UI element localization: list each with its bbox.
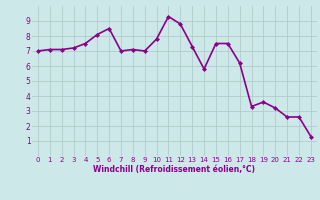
X-axis label: Windchill (Refroidissement éolien,°C): Windchill (Refroidissement éolien,°C): [93, 165, 255, 174]
